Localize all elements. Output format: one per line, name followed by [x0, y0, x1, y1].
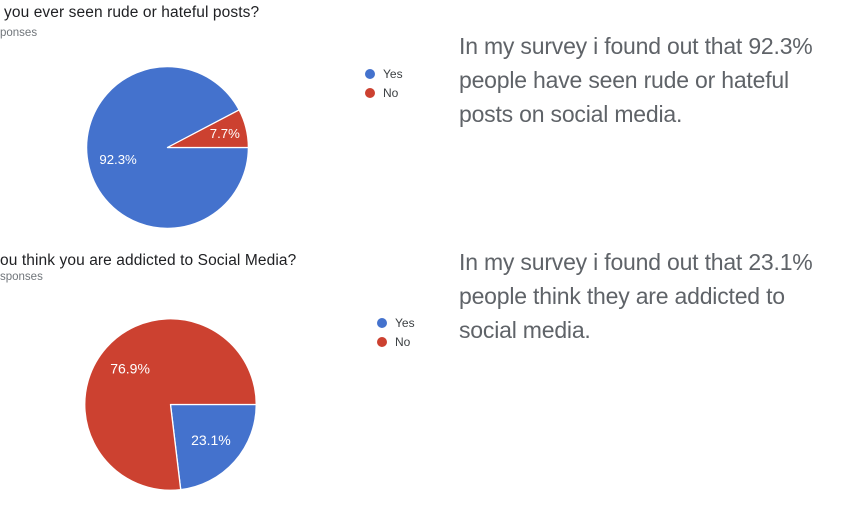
note-line: posts on social media.	[459, 101, 683, 127]
legend-item-yes: Yes	[365, 64, 403, 83]
question-title-1: you ever seen rude or hateful posts?	[4, 4, 260, 21]
responses-count-2: sponses	[0, 271, 43, 283]
legend-yes-dot-icon	[377, 317, 387, 328]
note-line: In my survey i found out that 23.1%	[459, 249, 813, 275]
legend-yes-dot-icon	[365, 68, 375, 79]
legend-no-dot-icon	[365, 87, 375, 98]
pie-slice-no	[84, 318, 257, 491]
pie-slice-label: 92.3%	[99, 152, 137, 167]
legend-no-dot-icon	[377, 336, 387, 347]
note-line: people think they are addicted to	[459, 283, 785, 309]
pie-slice-no	[166, 109, 249, 149]
pie-chart-1-svg: 92.3% 7.7%	[86, 66, 249, 229]
legend-no-label: No	[395, 334, 411, 349]
legend-item-no: No	[365, 83, 403, 102]
legend-item-yes: Yes	[377, 313, 415, 332]
note-addicted: In my survey i found out that 23.1% peop…	[459, 245, 813, 347]
pie-slice-yes	[169, 403, 257, 491]
pie-chart-rude-posts: 92.3% 7.7%	[85, 65, 250, 230]
legend-yes-label: Yes	[395, 315, 415, 330]
legend-no-label: No	[383, 85, 399, 100]
note-line: In my survey i found out that 92.3%	[459, 33, 813, 59]
legend-yes-label: Yes	[383, 66, 403, 81]
pie-chart-2-svg: 23.1% 76.9%	[84, 318, 257, 491]
legend-1: Yes No	[365, 64, 403, 102]
pie-slice-label: 76.9%	[110, 360, 150, 376]
pie-slice-label: 23.1%	[191, 432, 231, 448]
note-line: people have seen rude or hateful	[459, 67, 789, 93]
note-line: social media.	[459, 317, 591, 343]
legend-2: Yes No	[377, 313, 415, 351]
question-title-2: ou think you are addicted to Social Medi…	[0, 252, 297, 269]
responses-count-1: ponses	[0, 27, 38, 39]
pie-slice-label: 7.7%	[210, 126, 240, 141]
note-rude-posts: In my survey i found out that 92.3% peop…	[459, 29, 813, 131]
pie-chart-addicted: 23.1% 76.9%	[83, 317, 258, 492]
legend-item-no: No	[377, 332, 415, 351]
